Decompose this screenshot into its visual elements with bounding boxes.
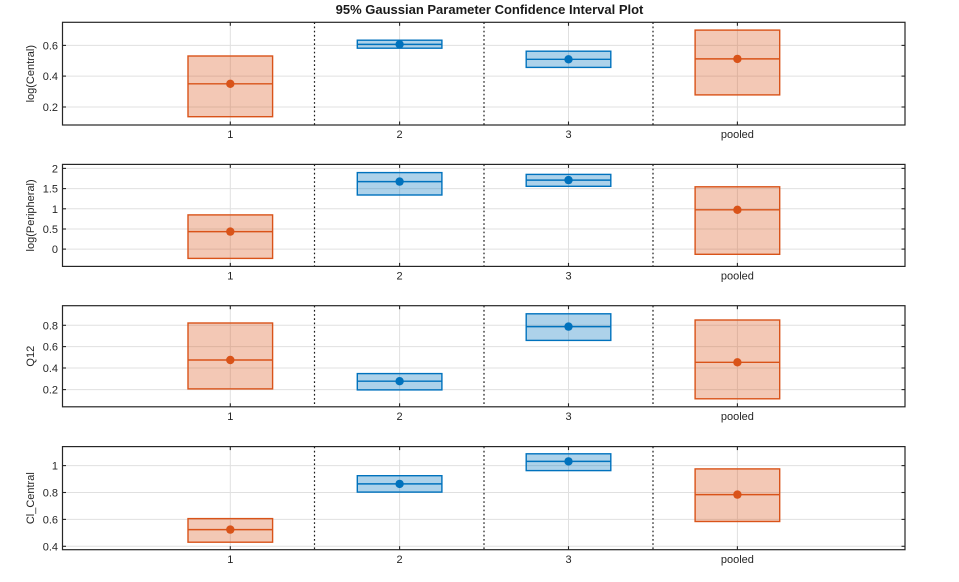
svg-text:0.6: 0.6	[43, 342, 58, 354]
svg-text:pooled: pooled	[721, 554, 754, 566]
svg-text:1: 1	[227, 129, 233, 141]
svg-text:1: 1	[227, 411, 233, 423]
svg-text:1.5: 1.5	[43, 184, 58, 196]
svg-text:0.5: 0.5	[43, 224, 58, 236]
svg-text:3: 3	[565, 271, 571, 283]
svg-text:Cl_Central: Cl_Central	[25, 472, 37, 524]
svg-text:0.4: 0.4	[43, 541, 58, 553]
svg-text:3: 3	[565, 129, 571, 141]
svg-text:0.8: 0.8	[43, 488, 58, 500]
svg-text:0.2: 0.2	[43, 385, 58, 397]
svg-text:3: 3	[565, 411, 571, 423]
svg-text:0.4: 0.4	[43, 71, 58, 83]
svg-text:log(Peripheral): log(Peripheral)	[25, 179, 37, 251]
svg-text:1: 1	[227, 271, 233, 283]
svg-text:2: 2	[397, 271, 403, 283]
svg-text:pooled: pooled	[721, 411, 754, 423]
svg-text:0.8: 0.8	[43, 320, 58, 332]
svg-text:pooled: pooled	[721, 271, 754, 283]
svg-text:1: 1	[52, 204, 58, 216]
svg-text:2: 2	[397, 554, 403, 566]
svg-text:2: 2	[52, 163, 58, 175]
svg-text:95% Gaussian Parameter Confide: 95% Gaussian Parameter Confidence Interv…	[336, 2, 644, 17]
svg-text:log(Central): log(Central)	[25, 45, 37, 102]
svg-text:1: 1	[227, 554, 233, 566]
svg-text:0.2: 0.2	[43, 102, 58, 114]
svg-text:Q12: Q12	[25, 346, 37, 367]
svg-text:0.6: 0.6	[43, 40, 58, 52]
svg-text:0.4: 0.4	[43, 363, 58, 375]
svg-text:pooled: pooled	[721, 129, 754, 141]
svg-text:2: 2	[397, 129, 403, 141]
svg-text:0: 0	[52, 244, 58, 256]
svg-text:2: 2	[397, 411, 403, 423]
svg-text:1: 1	[52, 461, 58, 473]
svg-text:0.6: 0.6	[43, 514, 58, 526]
svg-text:3: 3	[565, 554, 571, 566]
